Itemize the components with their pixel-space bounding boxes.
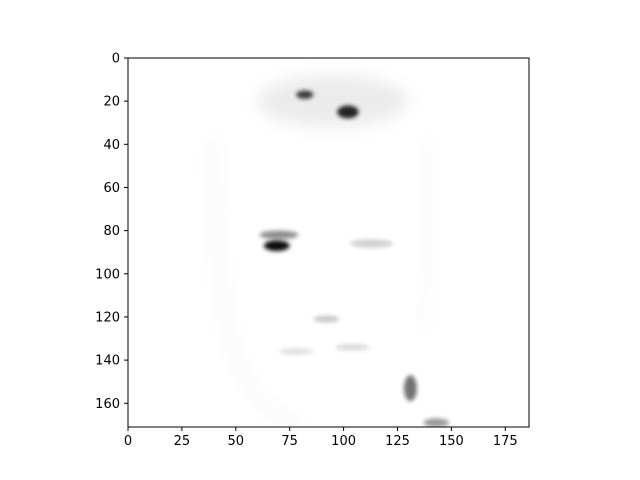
x-tick-label: 125 xyxy=(385,434,410,449)
y-tick-label: 120 xyxy=(95,310,120,325)
y-tick-label: 40 xyxy=(103,138,120,153)
heatmap-feature-left-eye xyxy=(263,240,290,252)
heatmap-feature-chin-right-dark xyxy=(403,375,417,402)
heatmap-feature-right-eye xyxy=(350,239,394,248)
x-tick-label: 100 xyxy=(331,434,356,449)
y-tick-label: 160 xyxy=(95,397,120,412)
x-tick-label: 75 xyxy=(281,434,298,449)
y-axis: 0 20 40 60 80 100 120 140 160 xyxy=(95,52,128,412)
x-tick-label: 175 xyxy=(493,434,518,449)
face-outline xyxy=(211,139,431,427)
heatmap-feature-nose-tip xyxy=(313,315,340,323)
heatmap-feature-hair-haze xyxy=(257,75,409,128)
x-tick-label: 25 xyxy=(174,434,191,449)
x-axis: 0 25 50 75 100 125 150 175 xyxy=(124,427,518,449)
x-tick-label: 150 xyxy=(439,434,464,449)
y-tick-label: 140 xyxy=(95,354,120,369)
heatmap-feature-bottom-edge-dark xyxy=(423,418,450,427)
y-tick-label: 60 xyxy=(103,181,120,196)
x-tick-label: 0 xyxy=(124,434,132,449)
heatmap-feature-mouth-left xyxy=(278,348,314,355)
y-tick-label: 0 xyxy=(112,52,120,67)
x-tick-label: 50 xyxy=(228,434,245,449)
y-tick-label: 100 xyxy=(95,267,120,282)
y-tick-label: 20 xyxy=(103,95,120,110)
plot-frame xyxy=(127,57,530,428)
heatmap-feature-mouth-right xyxy=(334,343,370,351)
heatmap-feature-left-eyebrow xyxy=(259,230,299,240)
heatmap-image xyxy=(257,75,450,427)
y-tick-label: 80 xyxy=(103,224,120,239)
